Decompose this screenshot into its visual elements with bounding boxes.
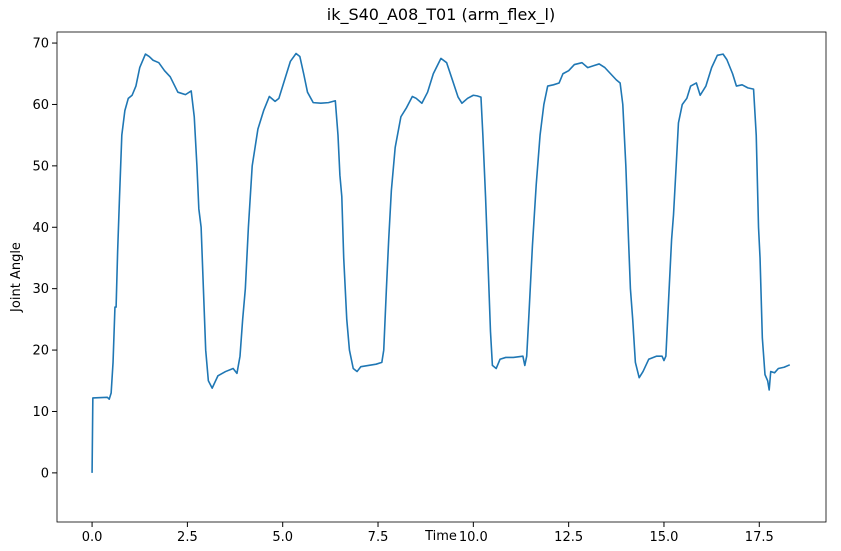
x-tick-label: 7.5 xyxy=(368,530,389,545)
y-tick-label: 70 xyxy=(32,37,49,52)
x-tick-label: 17.5 xyxy=(745,530,774,545)
y-tick-label: 40 xyxy=(32,221,49,236)
y-axis-label: Joint Angle xyxy=(9,242,24,313)
x-axis-label: Time xyxy=(424,529,457,544)
y-tick-label: 0 xyxy=(41,466,49,481)
y-tick-label: 10 xyxy=(32,405,49,420)
plot-frame xyxy=(56,31,827,523)
y-tick-label: 50 xyxy=(32,159,49,174)
line-series xyxy=(91,52,791,473)
x-tick-label: 15.0 xyxy=(649,530,678,545)
x-tick-label: 2.5 xyxy=(177,530,198,545)
x-tick-label: 0.0 xyxy=(82,530,103,545)
y-tick-label: 30 xyxy=(32,282,49,297)
x-tick-label: 10.0 xyxy=(459,530,488,545)
x-tick-label: 5.0 xyxy=(272,530,293,545)
chart-title: ik_S40_A08_T01 (arm_flex_l) xyxy=(327,5,555,25)
x-tick-label: 12.5 xyxy=(554,530,583,545)
y-tick-label: 60 xyxy=(32,98,49,113)
y-tick-label: 20 xyxy=(32,344,49,359)
